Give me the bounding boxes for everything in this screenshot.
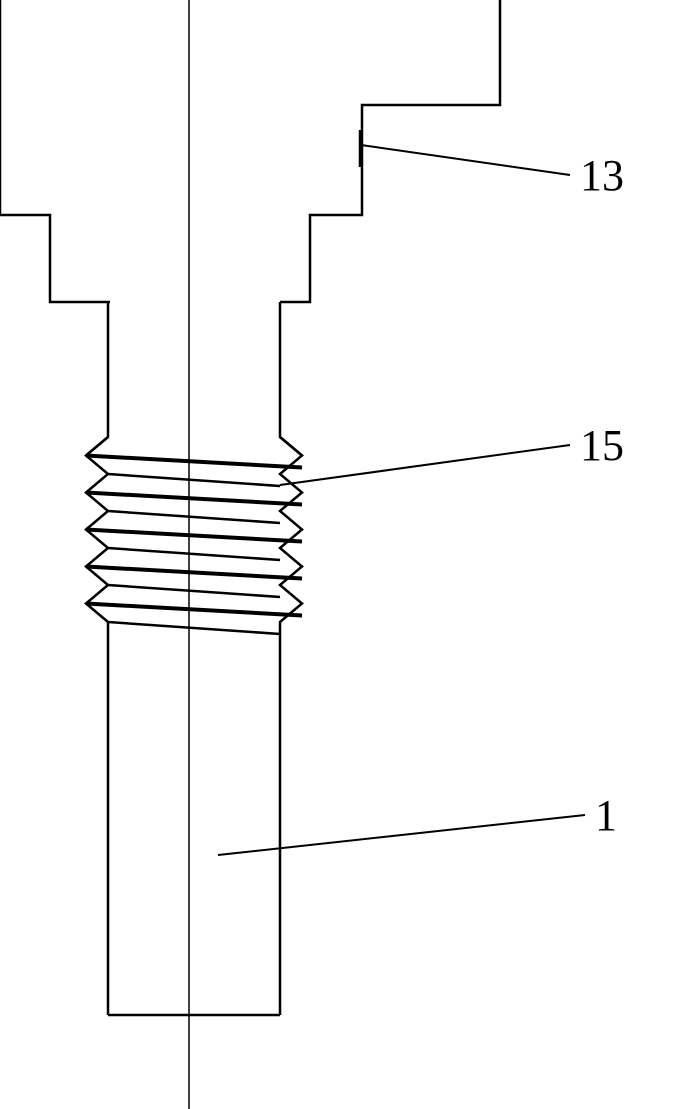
thread-crest-2 (86, 530, 302, 542)
top-part-right-outline (280, 0, 500, 302)
leader-1 (218, 815, 585, 855)
top-part-left-outline (0, 0, 110, 302)
thread-crest-0 (86, 456, 302, 468)
label-13: 13 (580, 150, 624, 201)
label-15: 15 (580, 420, 624, 471)
thread-top-right-start (280, 437, 302, 456)
thread-root-0 (108, 474, 280, 486)
thread-root-1 (108, 511, 280, 523)
thread-crest-3 (86, 567, 302, 579)
thread-crest-4 (86, 604, 302, 616)
leader-15 (280, 445, 570, 485)
label-1: 1 (595, 790, 617, 841)
thread-root-2 (108, 548, 280, 560)
leader-13 (361, 145, 570, 175)
thread-crest-1 (86, 493, 302, 505)
thread-root-4 (108, 622, 280, 634)
thread-right-outline (280, 375, 302, 1015)
thread-top-left-start (86, 437, 108, 456)
thread-left-outline (86, 375, 108, 1015)
thread-root-3 (108, 585, 280, 597)
